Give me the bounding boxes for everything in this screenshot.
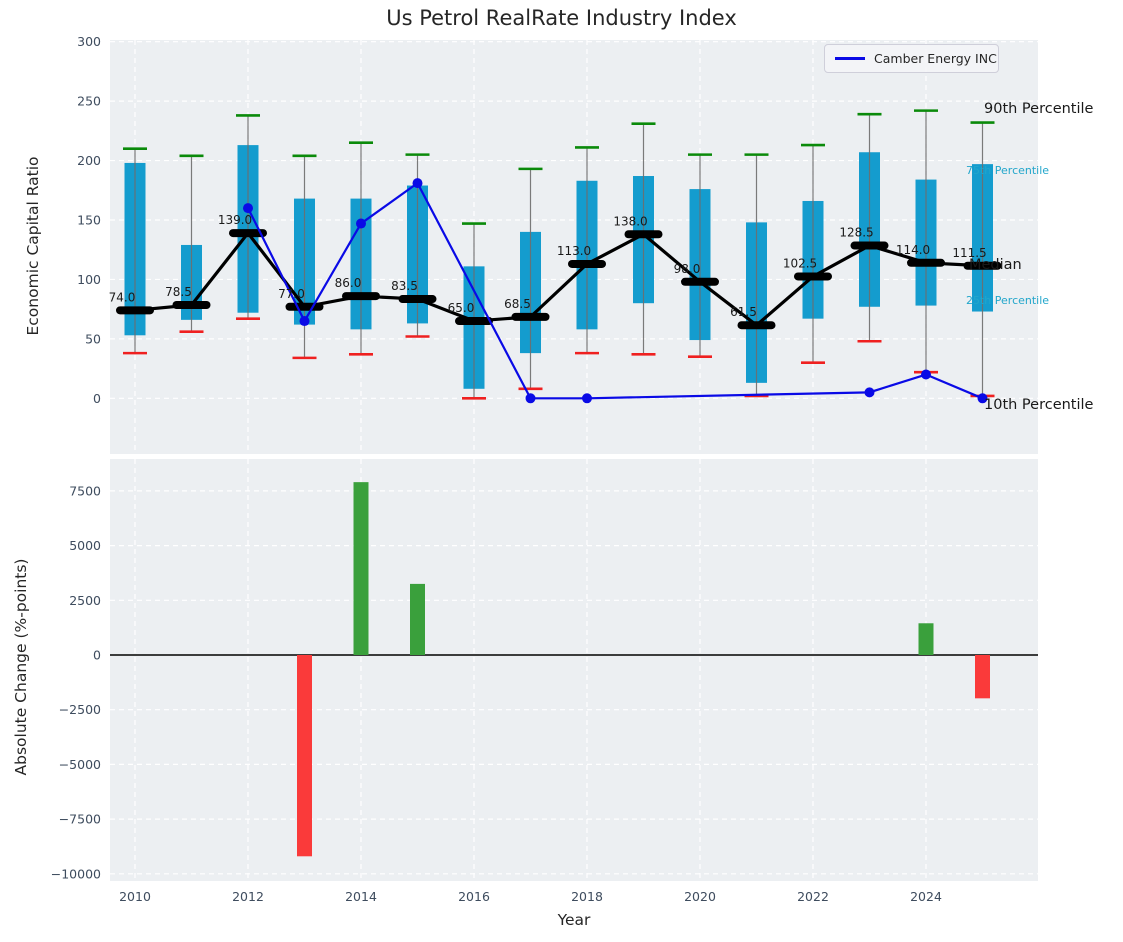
median-value-label-2024: 114.0 bbox=[896, 243, 930, 257]
median-value-label-2023: 128.5 bbox=[839, 226, 873, 240]
median-value-label-2021: 61.5 bbox=[730, 305, 757, 319]
median-value-label-2012: 139.0 bbox=[218, 213, 252, 227]
bar-2025 bbox=[975, 655, 990, 699]
series-point-2025 bbox=[977, 393, 988, 404]
bottom-y-tick-label: 2500 bbox=[69, 593, 101, 608]
x-tick-label-2016: 2016 bbox=[458, 889, 490, 904]
annotation-25th-percentile: 25th Percentile bbox=[966, 294, 1050, 307]
bottom-y-tick-label: 5000 bbox=[69, 538, 101, 553]
x-tick-label-2022: 2022 bbox=[797, 889, 829, 904]
series-point-2012 bbox=[243, 203, 253, 214]
bar-2013 bbox=[297, 655, 312, 857]
bottom-y-tick-label: 0 bbox=[93, 648, 101, 663]
median-value-label-2020: 98.0 bbox=[674, 262, 701, 276]
top-y-tick-label: 200 bbox=[77, 153, 101, 168]
series-point-2024 bbox=[921, 369, 931, 380]
top-y-tick-label: 250 bbox=[77, 94, 101, 109]
x-tick-label-2010: 2010 bbox=[119, 889, 151, 904]
median-value-label-2025: 111.5 bbox=[952, 246, 986, 260]
annotation-90th-percentile: 90th Percentile bbox=[984, 101, 1094, 117]
bar-2024 bbox=[918, 623, 934, 655]
bottom-y-tick-label: −10000 bbox=[51, 866, 101, 881]
annotation-75th-percentile: 75th Percentile bbox=[966, 164, 1050, 177]
top-y-tick-label: 300 bbox=[77, 34, 101, 49]
x-axis-label: Year bbox=[557, 911, 591, 929]
median-value-label-2018: 113.0 bbox=[557, 244, 591, 258]
top-y-tick-label: 0 bbox=[93, 391, 101, 406]
median-value-label-2015: 83.5 bbox=[391, 279, 418, 293]
annotation-median: Median bbox=[969, 257, 1022, 273]
bar-2015 bbox=[410, 583, 425, 655]
series-point-2015 bbox=[412, 178, 423, 189]
median-value-label-2010: 74.0 bbox=[109, 290, 136, 304]
series-point-2017 bbox=[525, 393, 536, 404]
bottom-y-tick-label: 7500 bbox=[69, 483, 101, 498]
annotation-10th-percentile: 10th Percentile bbox=[984, 397, 1094, 413]
top-y-axis-label: Economic Capital Ratio bbox=[24, 156, 42, 336]
top-y-tick-label: 50 bbox=[85, 331, 101, 346]
x-tick-label-2018: 2018 bbox=[571, 889, 603, 904]
top-y-tick-label: 100 bbox=[77, 272, 101, 287]
bottom-y-tick-label: −5000 bbox=[59, 757, 101, 772]
series-point-2018 bbox=[582, 393, 592, 404]
bottom-axes-background bbox=[110, 459, 1038, 881]
median-line bbox=[134, 230, 983, 328]
chart-title: Us Petrol RealRate Industry Index bbox=[386, 6, 737, 30]
legend-line-swatch bbox=[835, 57, 865, 60]
series-point-2023 bbox=[864, 387, 875, 398]
median-value-label-2019: 138.0 bbox=[613, 214, 647, 228]
median-value-label-2022: 102.5 bbox=[783, 256, 817, 270]
median-value-label-2017: 68.5 bbox=[504, 297, 531, 311]
bottom-y-tick-label: −2500 bbox=[59, 702, 101, 717]
series-point-2013 bbox=[299, 316, 310, 327]
x-tick-label-2014: 2014 bbox=[345, 889, 377, 904]
top-y-tick-label: 150 bbox=[77, 212, 101, 227]
median-value-label-2014: 86.0 bbox=[335, 276, 362, 290]
x-tick-label-2020: 2020 bbox=[684, 889, 716, 904]
median-value-label-2013: 77.0 bbox=[278, 287, 305, 301]
bar-2014 bbox=[353, 482, 369, 655]
median-value-label-2016: 65.0 bbox=[448, 301, 475, 315]
series-point-2014 bbox=[356, 218, 366, 229]
x-tick-label-2024: 2024 bbox=[910, 889, 942, 904]
bottom-y-tick-label: −7500 bbox=[59, 812, 101, 827]
median-value-label-2011: 78.5 bbox=[165, 285, 192, 299]
legend: Camber Energy INC bbox=[824, 44, 999, 73]
x-tick-label-2012: 2012 bbox=[232, 889, 264, 904]
legend-label: Camber Energy INC bbox=[874, 51, 997, 66]
bottom-y-axis-label: Absolute Change (%-points) bbox=[12, 558, 30, 776]
